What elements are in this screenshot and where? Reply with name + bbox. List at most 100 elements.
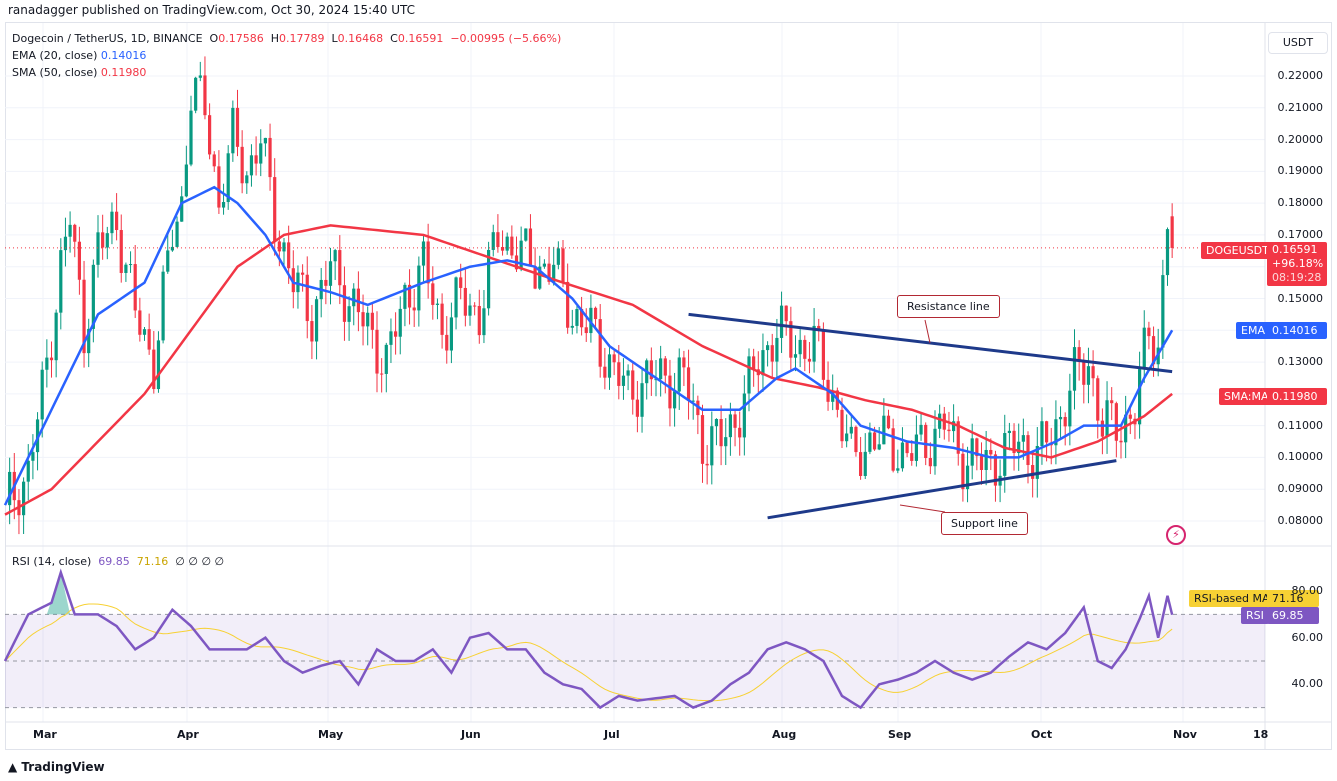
candle-body [235, 107, 240, 147]
candle-body [538, 266, 542, 289]
candle-body [677, 357, 681, 392]
candle-body [63, 236, 68, 251]
candle-body [1114, 403, 1118, 441]
brand-name: TradingView [21, 760, 105, 774]
candle-body [686, 367, 691, 401]
candle-body [245, 175, 249, 184]
candle-body [742, 393, 746, 438]
candle-body [454, 277, 458, 318]
candle-body [380, 373, 384, 375]
candle-body [259, 143, 263, 164]
candle-body [8, 471, 12, 506]
candle-body [1082, 361, 1086, 385]
rsi-overbought-fill [46, 572, 71, 615]
open-label: O [209, 32, 219, 45]
candle-body [426, 241, 430, 284]
candle-body [598, 319, 602, 367]
currency-button[interactable]: USDT [1268, 32, 1328, 54]
candle-body [905, 442, 909, 454]
support-line-label[interactable]: Support line [941, 512, 1028, 535]
candle-body [1040, 421, 1044, 446]
last-price-tag: 0.16591 +96.18% 08:19:28 [1267, 242, 1327, 286]
candle-body [705, 463, 709, 466]
candle-body [580, 308, 584, 328]
candle-body [394, 331, 398, 337]
candle-body [138, 310, 142, 335]
candle-body [752, 356, 756, 370]
candle-body [26, 460, 30, 482]
candle-body [231, 107, 235, 154]
time-tick: Oct [1031, 728, 1053, 741]
candle-body [1142, 327, 1146, 370]
change-pct: +96.18% [1272, 257, 1324, 270]
sma-line [4, 224, 1173, 516]
lightning-icon[interactable]: ⚡ [1166, 525, 1186, 545]
time-tick: Mar [33, 728, 57, 741]
candle-body [1058, 416, 1063, 420]
candle-body [547, 263, 551, 282]
low-value: 0.16468 [337, 32, 384, 45]
candle-body [263, 137, 267, 144]
ema-value: 0.14016 [100, 49, 147, 62]
candle-body [184, 164, 188, 197]
candle-body [73, 224, 77, 242]
candle-body [617, 362, 621, 386]
ema-price-tag: 0.14016 [1267, 322, 1327, 339]
candle-body [979, 456, 984, 470]
candle-body [728, 414, 732, 438]
candle-body [770, 345, 774, 362]
rsi-ma-tag: RSI-based MA [1189, 590, 1275, 607]
candle-body [384, 344, 388, 374]
candle-body [459, 277, 463, 288]
candle-body [1119, 440, 1123, 443]
candle-body [445, 334, 449, 351]
candle-body [1045, 421, 1049, 443]
candle-body [659, 358, 663, 380]
candle-body [561, 248, 565, 282]
candle-body [1003, 433, 1007, 476]
candle-body [45, 357, 49, 370]
candle-body [482, 308, 486, 336]
time-tick: Jun [461, 728, 481, 741]
rsi-label[interactable]: RSI (14, close) [12, 555, 92, 568]
candle-body [938, 413, 942, 429]
candle-body [891, 428, 895, 471]
candle-body [533, 266, 537, 289]
price-tick: 0.18000 [1277, 196, 1324, 210]
candle-body [68, 224, 72, 237]
candle-body [640, 383, 644, 417]
candle-body [500, 247, 505, 251]
candle-body [570, 325, 574, 328]
candle-body [710, 426, 714, 466]
candle-body [226, 153, 230, 203]
sma-label[interactable]: SMA (50, close) [12, 66, 98, 79]
close-value: 0.16591 [397, 32, 444, 45]
candle-body [1077, 347, 1081, 362]
symbol-title[interactable]: Dogecoin / TetherUS, 1D, BINANCE [12, 32, 203, 45]
candle-body [607, 354, 612, 378]
candle-body [152, 349, 156, 390]
candle-body [947, 429, 951, 432]
resistance-line-label[interactable]: Resistance line [897, 295, 1000, 318]
candle-body [807, 358, 812, 362]
ema-label[interactable]: EMA (20, close) [12, 49, 98, 62]
publish-info: ranadagger published on TradingView.com,… [8, 3, 415, 17]
candle-body [1096, 378, 1100, 421]
ema-tag: EMA [1236, 322, 1270, 339]
candle-body [821, 330, 825, 380]
tradingview-logo: ▲ TradingView [8, 760, 105, 774]
candle-body [1031, 465, 1035, 479]
price-tick: 0.08000 [1277, 514, 1324, 527]
candle-body [747, 356, 751, 394]
candle-body [328, 261, 333, 286]
price-tick: 0.22000 [1277, 69, 1324, 82]
candle-body [77, 241, 81, 280]
candle-body [314, 299, 319, 342]
candle-body [556, 248, 560, 265]
candle-body [1091, 366, 1095, 379]
candle-body [993, 454, 998, 486]
candle-body [370, 312, 374, 330]
candle-body [305, 274, 309, 322]
high-value: 0.17789 [279, 32, 325, 45]
